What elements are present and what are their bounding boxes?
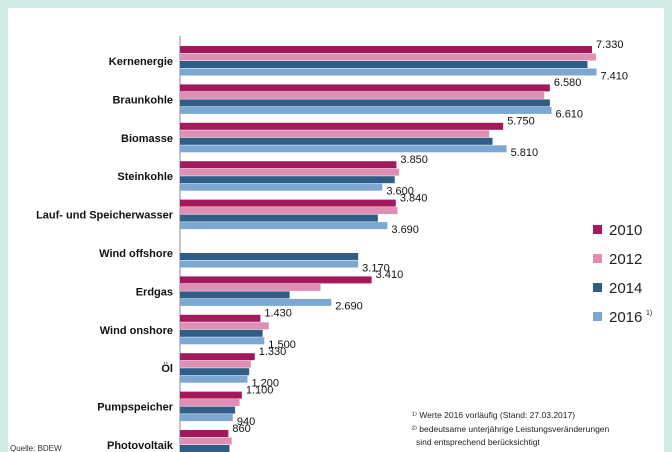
bar-wind-onshore-2016 <box>180 337 265 345</box>
bar-steinkohle-2012 <box>180 168 400 176</box>
bar-biomasse-2012 <box>180 130 490 138</box>
legend-label-2014: 2014 <box>609 280 642 297</box>
bar-lauf-und-speicherwasser-2012 <box>180 207 398 215</box>
category-label-öl: Öl <box>161 362 173 375</box>
data-label-wind-onshore-2016: 1.500 <box>268 339 296 351</box>
data-label-lauf-und-speicherwasser-2010: 3.840 <box>400 192 428 204</box>
data-label-erdgas-2016: 2.690 <box>335 301 363 313</box>
legend-label-2010: 2010 <box>609 222 642 239</box>
bar-erdgas-2012 <box>180 283 321 291</box>
bar-pumpspeicher-2010 <box>180 391 242 399</box>
legend-swatch-2014 <box>593 283 602 292</box>
data-label-öl-2010: 1.330 <box>259 346 287 358</box>
bar-wind-onshore-2012 <box>180 322 269 330</box>
bar-steinkohle-2016 <box>180 183 383 191</box>
data-label-braunkohle-2010: 6.580 <box>554 77 582 89</box>
footnote-2: ²⁾ bedeutsame unterjährige Leistungsverä… <box>412 424 610 434</box>
bar-pumpspeicher-2014 <box>180 406 236 414</box>
bar-wind-offshore-2016 <box>180 260 359 268</box>
bar-kernenergie-2010 <box>180 46 592 53</box>
source-label: Quelle: BDEW <box>10 444 62 452</box>
data-label-wind-onshore-2010: 1.430 <box>264 308 292 320</box>
legend-superscript-2016: 1) <box>646 310 652 317</box>
bar-photovoltaik-2012 <box>180 437 232 445</box>
footnotes: ¹⁾ Werte 2016 vorläufig (Stand: 27.03.20… <box>412 410 610 447</box>
data-label-biomasse-2010: 5.750 <box>507 116 535 128</box>
bar-erdgas-2016 <box>180 298 332 306</box>
data-label-pumpspeicher-2010: 1.100 <box>246 384 274 396</box>
bar-steinkohle-2014 <box>180 176 395 184</box>
chart-panel: Kernenergie Braunkohle Biomasse Steinkohle L… <box>8 8 664 452</box>
bar-wind-onshore-2014 <box>180 329 263 337</box>
bar-wind-offshore-2014 <box>180 253 359 260</box>
category-label-braunkohle: Braunkohle <box>112 94 173 106</box>
bar-braunkohle-2014 <box>180 99 550 107</box>
bar-braunkohle-2010 <box>180 84 550 92</box>
category-label-biomasse: Biomasse <box>121 133 173 145</box>
data-label-kernenergie-2016: 7.410 <box>600 70 628 82</box>
bar-photovoltaik-2010 <box>180 430 229 437</box>
bar-kernenergie-2014 <box>180 61 588 68</box>
bar-biomasse-2010 <box>180 122 504 130</box>
legend-label-2012: 2012 <box>609 251 642 268</box>
legend: 2010 2012 2014 2016 1) <box>593 222 652 326</box>
category-label-pumpspeicher: Pumpspeicher <box>97 402 174 414</box>
category-labels: Kernenergie Braunkohle Biomasse Steinkohle L… <box>36 56 174 452</box>
bar-lauf-und-speicherwasser-2010 <box>180 199 396 207</box>
data-label-öl-2016: 1.200 <box>251 377 279 389</box>
bar-biomasse-2016 <box>180 145 507 153</box>
category-label-wind-onshore: Wind onshore <box>100 325 173 337</box>
bar-pumpspeicher-2016 <box>180 414 233 422</box>
bar-erdgas-2014 <box>180 291 290 299</box>
category-label-steinkohle: Steinkohle <box>117 171 173 183</box>
legend-swatch-2012 <box>593 254 602 263</box>
legend-label-2016: 2016 <box>609 309 642 326</box>
bar-öl-2012 <box>180 360 251 368</box>
footnote-1: ¹⁾ Werte 2016 vorläufig (Stand: 27.03.20… <box>412 410 575 420</box>
data-label-erdgas-2010: 3.410 <box>376 269 404 281</box>
data-label-kernenergie-2010: 7.330 <box>596 39 624 51</box>
bar-kernenergie-2016 <box>180 68 597 76</box>
data-label-pumpspeicher-2016: 940 <box>237 416 255 428</box>
bar-braunkohle-2016 <box>180 106 552 114</box>
legend-swatch-2010 <box>593 225 602 234</box>
data-label-photovoltaik-2010: 860 <box>232 423 250 435</box>
data-label-lauf-und-speicherwasser-2016: 3.690 <box>391 224 419 236</box>
bar-lauf-und-speicherwasser-2014 <box>180 214 378 222</box>
legend-swatch-2016 <box>593 312 602 321</box>
category-label-wind-offshore: Wind offshore <box>99 248 173 260</box>
data-label-steinkohle-2010: 3.850 <box>400 154 428 166</box>
bar-braunkohle-2012 <box>180 91 545 99</box>
data-label-biomasse-2016: 5.810 <box>511 147 539 159</box>
category-label-photovoltaik: Photovoltaik <box>107 440 174 452</box>
bars-layer <box>180 46 597 452</box>
bar-steinkohle-2010 <box>180 161 397 169</box>
bar-erdgas-2010 <box>180 276 372 284</box>
footnote-3: sind entsprechend berücksichtigt <box>416 437 540 447</box>
bar-biomasse-2014 <box>180 137 493 145</box>
chart-svg: Kernenergie Braunkohle Biomasse Steinkohle L… <box>10 36 652 452</box>
data-label-wind-offshore-2016: 3.170 <box>362 262 390 274</box>
bar-pumpspeicher-2012 <box>180 399 240 407</box>
category-label-kernenergie: Kernenergie <box>109 56 173 68</box>
category-label-erdgas: Erdgas <box>136 286 173 298</box>
bar-öl-2010 <box>180 353 255 361</box>
bar-wind-onshore-2010 <box>180 314 261 322</box>
bar-lauf-und-speicherwasser-2016 <box>180 222 388 230</box>
bar-öl-2014 <box>180 368 250 376</box>
bar-kernenergie-2012 <box>180 53 596 61</box>
category-label-lauf-und-speicherwasser: Lauf- und Speicherwasser <box>36 210 174 222</box>
data-labels: 7.330 7.410 6.580 6.610 5.750 5.810 3.850 3.600… <box>232 39 628 435</box>
data-label-braunkohle-2016: 6.610 <box>556 109 584 121</box>
bar-öl-2016 <box>180 375 248 383</box>
data-label-steinkohle-2016: 3.600 <box>386 185 414 197</box>
bar-photovoltaik-2014 <box>180 445 230 452</box>
